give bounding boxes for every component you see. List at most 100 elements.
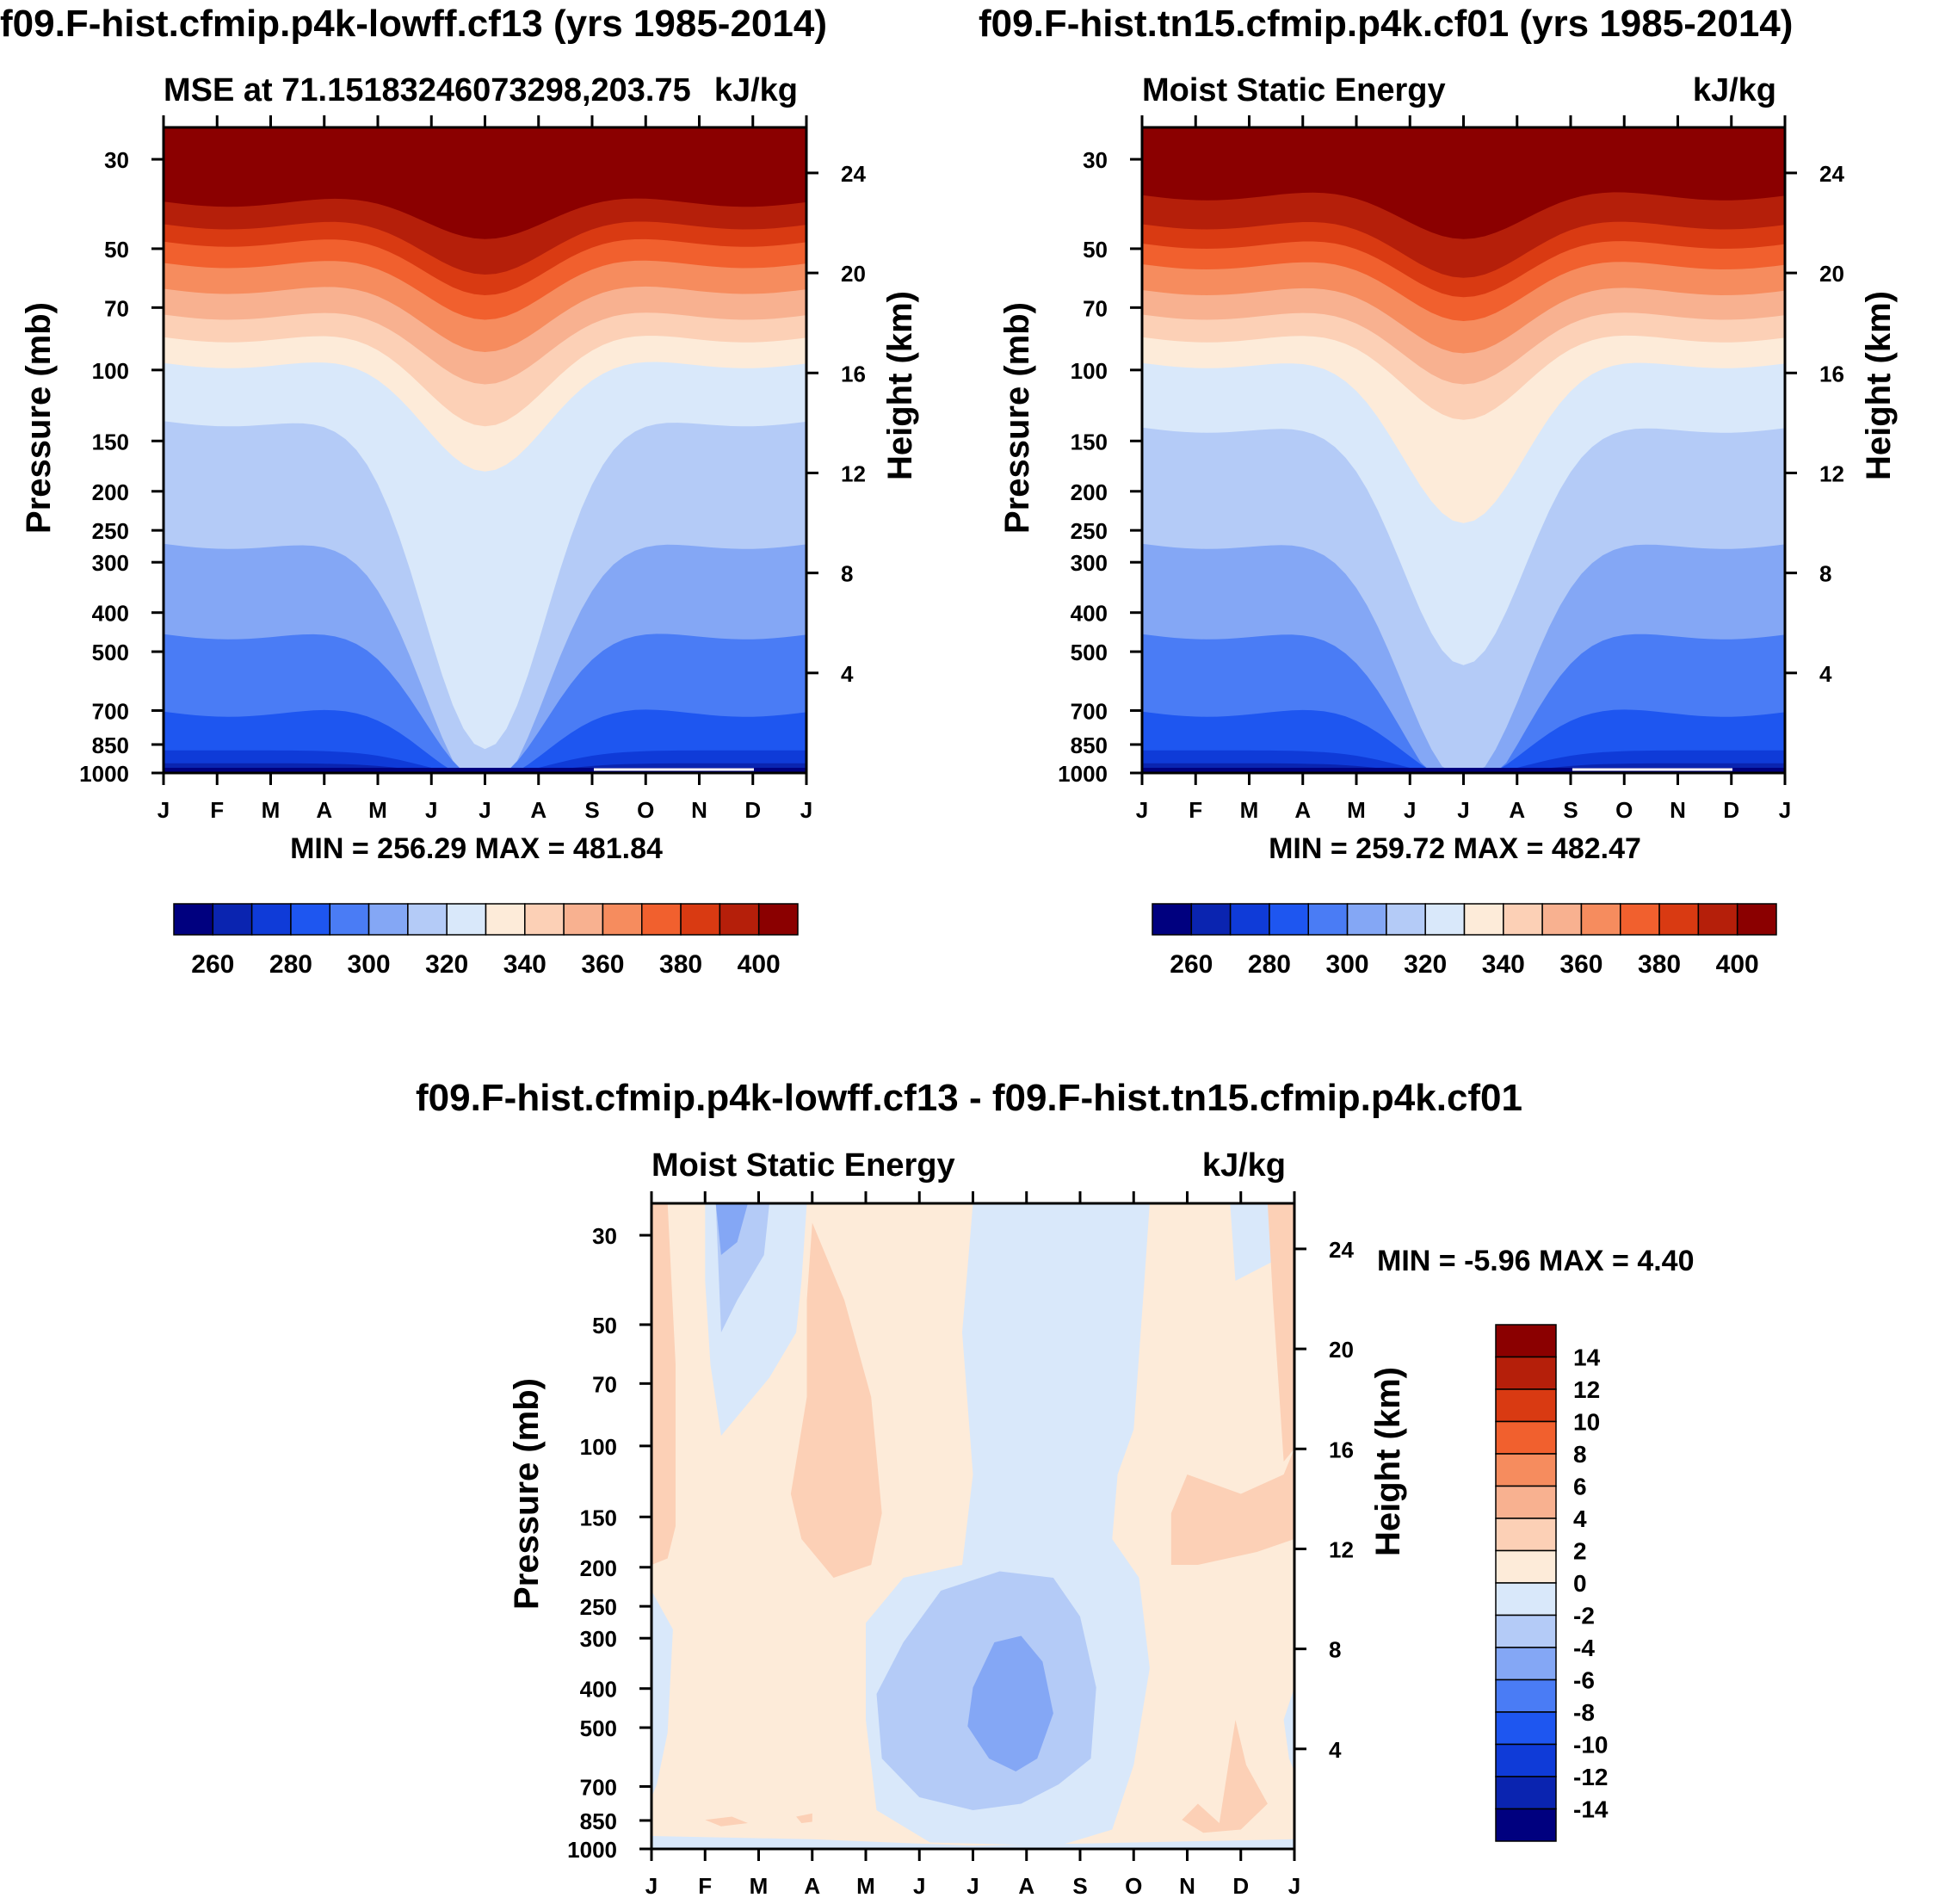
y-tick-label: 500 bbox=[580, 1715, 617, 1741]
colorbar-box bbox=[1495, 1549, 1557, 1584]
x-tick-label: M bbox=[856, 1873, 875, 1899]
colorbar-box bbox=[1495, 1743, 1557, 1777]
y-tick-label: 150 bbox=[580, 1505, 617, 1530]
colorbar-box bbox=[1541, 903, 1583, 936]
colorbar-label: -14 bbox=[1573, 1796, 1609, 1823]
colorbar-label: 300 bbox=[348, 950, 391, 979]
colorbar-box bbox=[1495, 1711, 1557, 1746]
colorbar-box bbox=[1495, 1388, 1557, 1423]
colorbar-box bbox=[563, 903, 604, 936]
x-tick-label: S bbox=[1563, 797, 1578, 823]
colorbar-box bbox=[1495, 1420, 1557, 1455]
positive-region bbox=[1182, 1720, 1268, 1833]
negative-region bbox=[967, 1635, 1053, 1771]
y-tick-label: 700 bbox=[92, 698, 129, 724]
colorbar-label: 380 bbox=[659, 950, 702, 979]
y-tick-label: 850 bbox=[1071, 733, 1108, 758]
contour-band bbox=[1142, 768, 1785, 773]
colorbar-box bbox=[1269, 903, 1309, 936]
x-tick-label: A bbox=[1509, 797, 1525, 823]
y-axis-label: Pressure (mb) bbox=[508, 1378, 546, 1610]
x-tick-label: J bbox=[479, 797, 491, 823]
min-max-label: MIN = 259.72 MAX = 482.47 bbox=[1269, 832, 1641, 865]
colorbar-box bbox=[212, 903, 253, 936]
y-tick-label: 70 bbox=[104, 295, 129, 321]
colorbar-label: 340 bbox=[1482, 950, 1525, 979]
y-tick-label: 50 bbox=[104, 237, 129, 263]
colorbar-box bbox=[680, 903, 721, 936]
y2-tick-label: 20 bbox=[1329, 1337, 1354, 1363]
colorbar-label: 360 bbox=[581, 950, 624, 979]
colorbar-box bbox=[250, 903, 292, 936]
y-tick-label: 200 bbox=[1071, 479, 1108, 505]
colorbar-box bbox=[1736, 903, 1777, 936]
y-tick-label: 500 bbox=[92, 640, 129, 665]
contour-field bbox=[1142, 127, 1785, 773]
x-tick-label: M bbox=[262, 797, 281, 823]
y-tick-label: 400 bbox=[1071, 601, 1108, 627]
y-tick-label: 1000 bbox=[567, 1837, 617, 1863]
y2-tick-label: 4 bbox=[1819, 661, 1832, 687]
x-tick-label: J bbox=[966, 1873, 979, 1899]
y2-tick-label: 4 bbox=[841, 661, 854, 687]
x-tick-label: J bbox=[1136, 797, 1148, 823]
colorbar-label: -10 bbox=[1573, 1732, 1608, 1759]
colorbar-box bbox=[1658, 903, 1700, 936]
panel-bottom: f09.F-hist.cfmip.p4k-lowff.cf13 - f09.F-… bbox=[416, 1077, 1695, 1899]
colorbar-label: 12 bbox=[1573, 1376, 1600, 1403]
colorbar-box bbox=[1495, 1776, 1557, 1810]
colorbar-label: 360 bbox=[1559, 950, 1602, 979]
colorbar-label: 8 bbox=[1573, 1441, 1587, 1468]
x-tick-label: M bbox=[750, 1873, 769, 1899]
y2-tick-label: 8 bbox=[841, 561, 853, 587]
colorbar-label: 340 bbox=[503, 950, 547, 979]
x-tick-label: A bbox=[1018, 1873, 1034, 1899]
colorbar-label: 320 bbox=[1404, 950, 1447, 979]
x-tick-label: J bbox=[1457, 797, 1469, 823]
y-tick-label: 700 bbox=[1071, 698, 1108, 724]
y-tick-label: 250 bbox=[92, 518, 129, 544]
y-tick-label: 500 bbox=[1071, 640, 1108, 665]
y-tick-label: 250 bbox=[1071, 518, 1108, 544]
x-tick-label: O bbox=[637, 797, 654, 823]
y-tick-label: 30 bbox=[104, 147, 129, 173]
y-tick-label: 30 bbox=[592, 1223, 617, 1249]
y-tick-label: 50 bbox=[592, 1313, 617, 1338]
x-tick-label: J bbox=[1779, 797, 1791, 823]
colorbar-box bbox=[446, 903, 487, 936]
panel-subtitle: Moist Static Energy bbox=[651, 1147, 955, 1184]
units-label: kJ/kg bbox=[1693, 72, 1776, 108]
colorbar-box bbox=[290, 903, 330, 936]
y2-tick-label: 24 bbox=[1329, 1237, 1354, 1263]
x-tick-label: A bbox=[1294, 797, 1311, 823]
y-tick-label: 300 bbox=[580, 1626, 617, 1652]
colorbar-label: 280 bbox=[1248, 950, 1291, 979]
colorbar-label: -6 bbox=[1573, 1667, 1595, 1694]
x-tick-label: A bbox=[804, 1873, 820, 1899]
y2-tick-label: 24 bbox=[1819, 161, 1844, 187]
negative-region bbox=[715, 1203, 748, 1255]
y-axis-label: Pressure (mb) bbox=[998, 302, 1036, 534]
colorbar-box bbox=[329, 903, 370, 936]
y-tick-label: 70 bbox=[1083, 295, 1108, 321]
colorbar-label: -2 bbox=[1573, 1603, 1595, 1629]
colorbar-box bbox=[485, 903, 526, 936]
y-tick-label: 150 bbox=[1071, 429, 1108, 454]
y-tick-label: 150 bbox=[92, 429, 129, 454]
colorbar-box bbox=[719, 903, 760, 936]
colorbar-box bbox=[1495, 1647, 1557, 1681]
y-tick-label: 250 bbox=[580, 1594, 617, 1620]
colorbar-box bbox=[1503, 903, 1543, 936]
colorbar-label: 400 bbox=[1716, 950, 1759, 979]
x-tick-label: J bbox=[1288, 1873, 1300, 1899]
min-max-label: MIN = -5.96 MAX = 4.40 bbox=[1377, 1245, 1695, 1277]
x-tick-label: N bbox=[1670, 797, 1686, 823]
y-tick-label: 850 bbox=[580, 1808, 617, 1834]
x-tick-label: M bbox=[1347, 797, 1366, 823]
contour-field bbox=[651, 1203, 1294, 1849]
colorbar-box bbox=[1424, 903, 1466, 936]
colorbar-box bbox=[1620, 903, 1660, 936]
y-tick-label: 1000 bbox=[1058, 761, 1108, 787]
colorbar-box bbox=[1495, 1356, 1557, 1390]
